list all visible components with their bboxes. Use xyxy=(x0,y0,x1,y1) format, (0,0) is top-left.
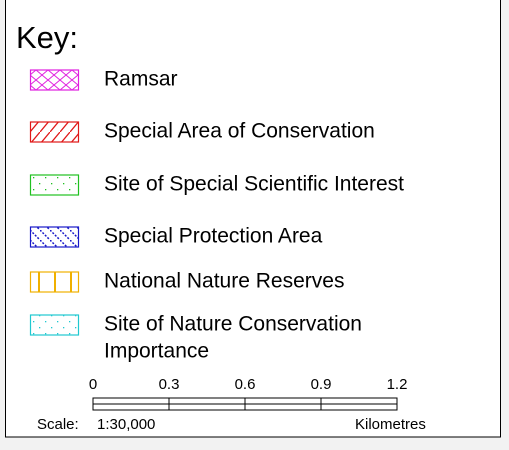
legend-swatch xyxy=(29,69,80,91)
legend-label: Site of Special Scientific Interest xyxy=(104,173,404,196)
legend-swatch xyxy=(29,314,80,336)
legend-label: Ramsar xyxy=(104,68,178,91)
legend-label: Importance xyxy=(104,340,209,363)
scale-tick-label: 0.3 xyxy=(159,376,180,393)
scale-tick-label: 0.6 xyxy=(235,376,256,393)
legend-label: National Nature Reserves xyxy=(104,270,344,293)
scale-units: Kilometres xyxy=(355,416,426,433)
legend-label: Special Protection Area xyxy=(104,225,323,248)
legend-label: Site of Nature Conservation xyxy=(104,313,362,336)
legend-swatch xyxy=(29,121,80,143)
legend-title: Key: xyxy=(16,20,78,55)
scale-ratio: 1:30,000 xyxy=(97,416,155,433)
legend-frame xyxy=(5,0,501,438)
legend-label: Special Area of Conservation xyxy=(104,120,375,143)
scale-label: Scale: xyxy=(37,416,79,433)
scale-tick-label: 0 xyxy=(89,376,97,393)
scale-tick-label: 1.2 xyxy=(387,376,408,393)
legend-swatch xyxy=(29,226,80,248)
scale-tick-label: 0.9 xyxy=(311,376,332,393)
legend-swatch xyxy=(29,271,80,293)
legend-swatch xyxy=(29,174,80,196)
